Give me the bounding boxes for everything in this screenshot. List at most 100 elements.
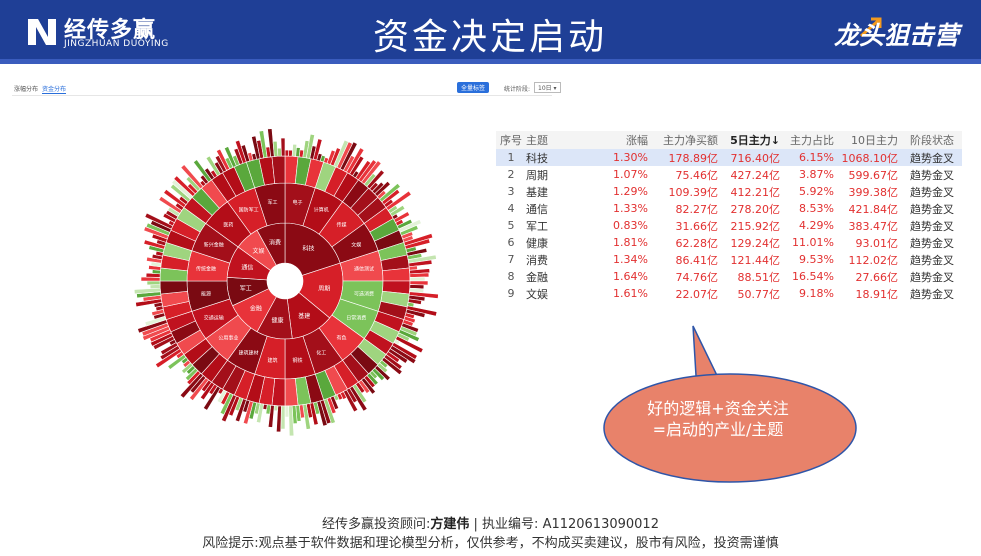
cell-net: 86.41亿 xyxy=(675,253,719,267)
cell-d5: 412.21亿 xyxy=(730,185,781,199)
cell-d5: 215.92亿 xyxy=(730,219,781,233)
cell-ratio: 16.54% xyxy=(792,270,834,283)
cell-state: 趋势金叉 xyxy=(910,219,954,233)
cell-net: 31.66亿 xyxy=(675,219,719,233)
sunburst-leaf-segment[interactable] xyxy=(277,147,282,157)
cell-d10: 1068.10亿 xyxy=(838,149,902,166)
cell-name: 消费 xyxy=(526,253,548,267)
table-row[interactable]: 1 科技 1.30% 178.89亿 716.40亿 6.15% 1068.10亿 趋势金叉 xyxy=(496,149,962,166)
callout-line-1: 好的逻辑+资金关注 xyxy=(647,399,789,418)
cell-d5: 88.51亿 xyxy=(737,270,781,284)
table-header-row: 序号 主题 涨幅 主力净买额 5日主力↓ 主力占比 10日主力 阶段状态 xyxy=(496,131,962,149)
cell-d10: 18.91亿 xyxy=(855,287,899,301)
table-row[interactable]: 8 金融 1.64% 74.76亿 88.51亿 16.54% 27.66亿 趋势金叉 xyxy=(496,268,962,285)
all-tags-button[interactable]: 全量标签 xyxy=(457,82,490,93)
sunburst-inner-label: 健康 xyxy=(271,316,283,324)
advisor-info: 经传多赢投资顾问:方建伟 | 执业编号: A1120613090012 xyxy=(0,513,981,532)
sunburst-inner-label: 基建 xyxy=(298,312,310,320)
period-label: 统计阶段: xyxy=(504,86,531,93)
sunburst-leaf-segment[interactable] xyxy=(409,272,430,278)
col-net-buy[interactable]: 主力净买额 xyxy=(652,131,722,149)
sunburst-middle-label: 建筑 xyxy=(267,357,277,364)
sunburst-inner-label: 周期 xyxy=(318,284,330,292)
cell-chg: 1.61% xyxy=(613,287,648,300)
fund-sunburst-chart[interactable]: 科技周期基建健康金融军工通信文娱消费电子计算机传媒文娱通信测试可选消费日常消费有… xyxy=(127,123,443,439)
cell-net: 74.76亿 xyxy=(675,270,719,284)
table-row[interactable]: 5 军工 0.83% 31.66亿 215.92亿 4.29% 383.47亿 趋势金叉 xyxy=(496,217,962,234)
callout-line-2: =启动的产业/主题 xyxy=(652,420,784,439)
sunburst-middle-label: 有色 xyxy=(337,335,347,342)
sunburst-inner-label: 文娱 xyxy=(253,247,265,255)
page-title: 资金决定启动 xyxy=(372,17,607,58)
cell-state: 趋势金叉 xyxy=(910,253,954,267)
sunburst-leaf-segment[interactable] xyxy=(280,137,286,157)
sunburst-middle-label: 电子 xyxy=(293,199,303,206)
table-row[interactable]: 9 文娱 1.61% 22.07亿 50.77亿 9.18% 18.91亿 趋势金叉 xyxy=(496,285,962,302)
banner-stripe xyxy=(0,59,981,64)
callout-text: 好的逻辑+资金关注 =启动的产业/主题 xyxy=(612,398,824,440)
cell-d10: 421.84亿 xyxy=(848,202,899,216)
cell-state: 趋势金叉 xyxy=(902,149,962,166)
sunburst-middle-label: 日常消费 xyxy=(346,314,366,321)
tab-rise-distribution[interactable]: 涨幅分布 xyxy=(14,86,39,93)
sunburst-leaf-segment[interactable] xyxy=(409,276,426,282)
cell-name: 健康 xyxy=(526,236,548,250)
cell-chg: 1.30% xyxy=(608,149,652,166)
cell-d10: 27.66亿 xyxy=(855,270,899,284)
period-select[interactable]: 10日 ▾ xyxy=(534,82,561,93)
toolbar-divider xyxy=(12,95,552,96)
cell-chg: 1.81% xyxy=(613,236,648,249)
chart-toolbar: 涨幅分布 资金分布 全量标签 统计阶段: 10日 ▾ xyxy=(12,82,561,96)
cell-name: 科技 xyxy=(526,149,608,166)
col-10day-main[interactable]: 10日主力 xyxy=(838,131,902,149)
cell-idx: 3 xyxy=(507,185,515,198)
brand-logo: 经传多赢 JINGZHUAN DUOYING xyxy=(26,12,196,52)
cell-net: 82.27亿 xyxy=(675,202,719,216)
cell-idx: 5 xyxy=(507,219,515,232)
sunburst-middle-label: 文娱 xyxy=(351,242,361,249)
slogan-text: 龙头狙击营 xyxy=(833,21,959,50)
col-main-ratio[interactable]: 主力占比 xyxy=(784,131,838,149)
cell-chg: 1.29% xyxy=(613,185,648,198)
table-row[interactable]: 7 消费 1.34% 86.41亿 121.44亿 9.53% 112.02亿 趋势金叉 xyxy=(496,251,962,268)
sunburst-middle-label: 军工 xyxy=(267,200,277,206)
cell-net: 109.39亿 xyxy=(668,185,719,199)
logo-mark-icon xyxy=(28,19,56,45)
table-row[interactable]: 3 基建 1.29% 109.39亿 412.21亿 5.92% 399.38亿 趋势金叉 xyxy=(496,183,962,200)
sunburst-leaf-segment[interactable] xyxy=(284,149,290,157)
header-banner: 经传多赢 JINGZHUAN DUOYING 资金决定启动 龙头狙击营 xyxy=(0,0,981,64)
col-5day-main[interactable]: 5日主力↓ xyxy=(722,131,784,149)
advisor-prefix: 经传多赢投资顾问: xyxy=(322,517,431,532)
cell-d5: 121.44亿 xyxy=(730,253,781,267)
sunburst-middle-label: 医药 xyxy=(223,221,233,228)
cell-d5: 278.20亿 xyxy=(730,202,781,216)
cell-idx: 4 xyxy=(507,202,515,215)
table-row[interactable]: 4 通信 1.33% 82.27亿 278.20亿 8.53% 421.84亿 趋势金叉 xyxy=(496,200,962,217)
advisor-name: 方建伟 xyxy=(430,517,470,532)
sunburst-inner-label: 军工 xyxy=(240,285,252,292)
sunburst-leaf-segment[interactable] xyxy=(146,280,161,286)
logo-text-cn: 经传多赢 xyxy=(64,18,157,43)
col-theme[interactable]: 主题 xyxy=(526,131,608,149)
sunburst-leaf-segment[interactable] xyxy=(149,284,161,290)
table-row[interactable]: 6 健康 1.81% 62.28亿 129.24亿 11.01% 93.01亿 趋势金叉 xyxy=(496,234,962,251)
cell-idx: 1 xyxy=(496,149,526,166)
sunburst-middle-label: 通信测试 xyxy=(354,265,374,272)
arrow-icon xyxy=(860,17,882,38)
cell-idx: 7 xyxy=(507,253,515,266)
table-row[interactable]: 2 周期 1.07% 75.46亿 427.24亿 3.87% 599.67亿 趋势金叉 xyxy=(496,166,962,183)
col-index[interactable]: 序号 xyxy=(496,131,526,149)
cell-d5: 129.24亿 xyxy=(730,236,781,250)
cell-chg: 1.64% xyxy=(613,270,648,283)
sunburst-leaf-segment[interactable] xyxy=(284,405,290,418)
cell-idx: 2 xyxy=(507,168,515,181)
col-change[interactable]: 涨幅 xyxy=(608,131,652,149)
sunburst-middle-label: 可选消费 xyxy=(354,291,374,298)
cell-ratio: 9.18% xyxy=(799,287,834,300)
cell-name: 文娱 xyxy=(526,287,548,301)
tab-fund-distribution[interactable]: 资金分布 xyxy=(42,86,67,94)
col-stage-state[interactable]: 阶段状态 xyxy=(902,131,962,149)
cell-state: 趋势金叉 xyxy=(910,168,954,182)
cell-idx: 8 xyxy=(507,270,515,283)
cell-chg: 0.83% xyxy=(613,219,648,232)
